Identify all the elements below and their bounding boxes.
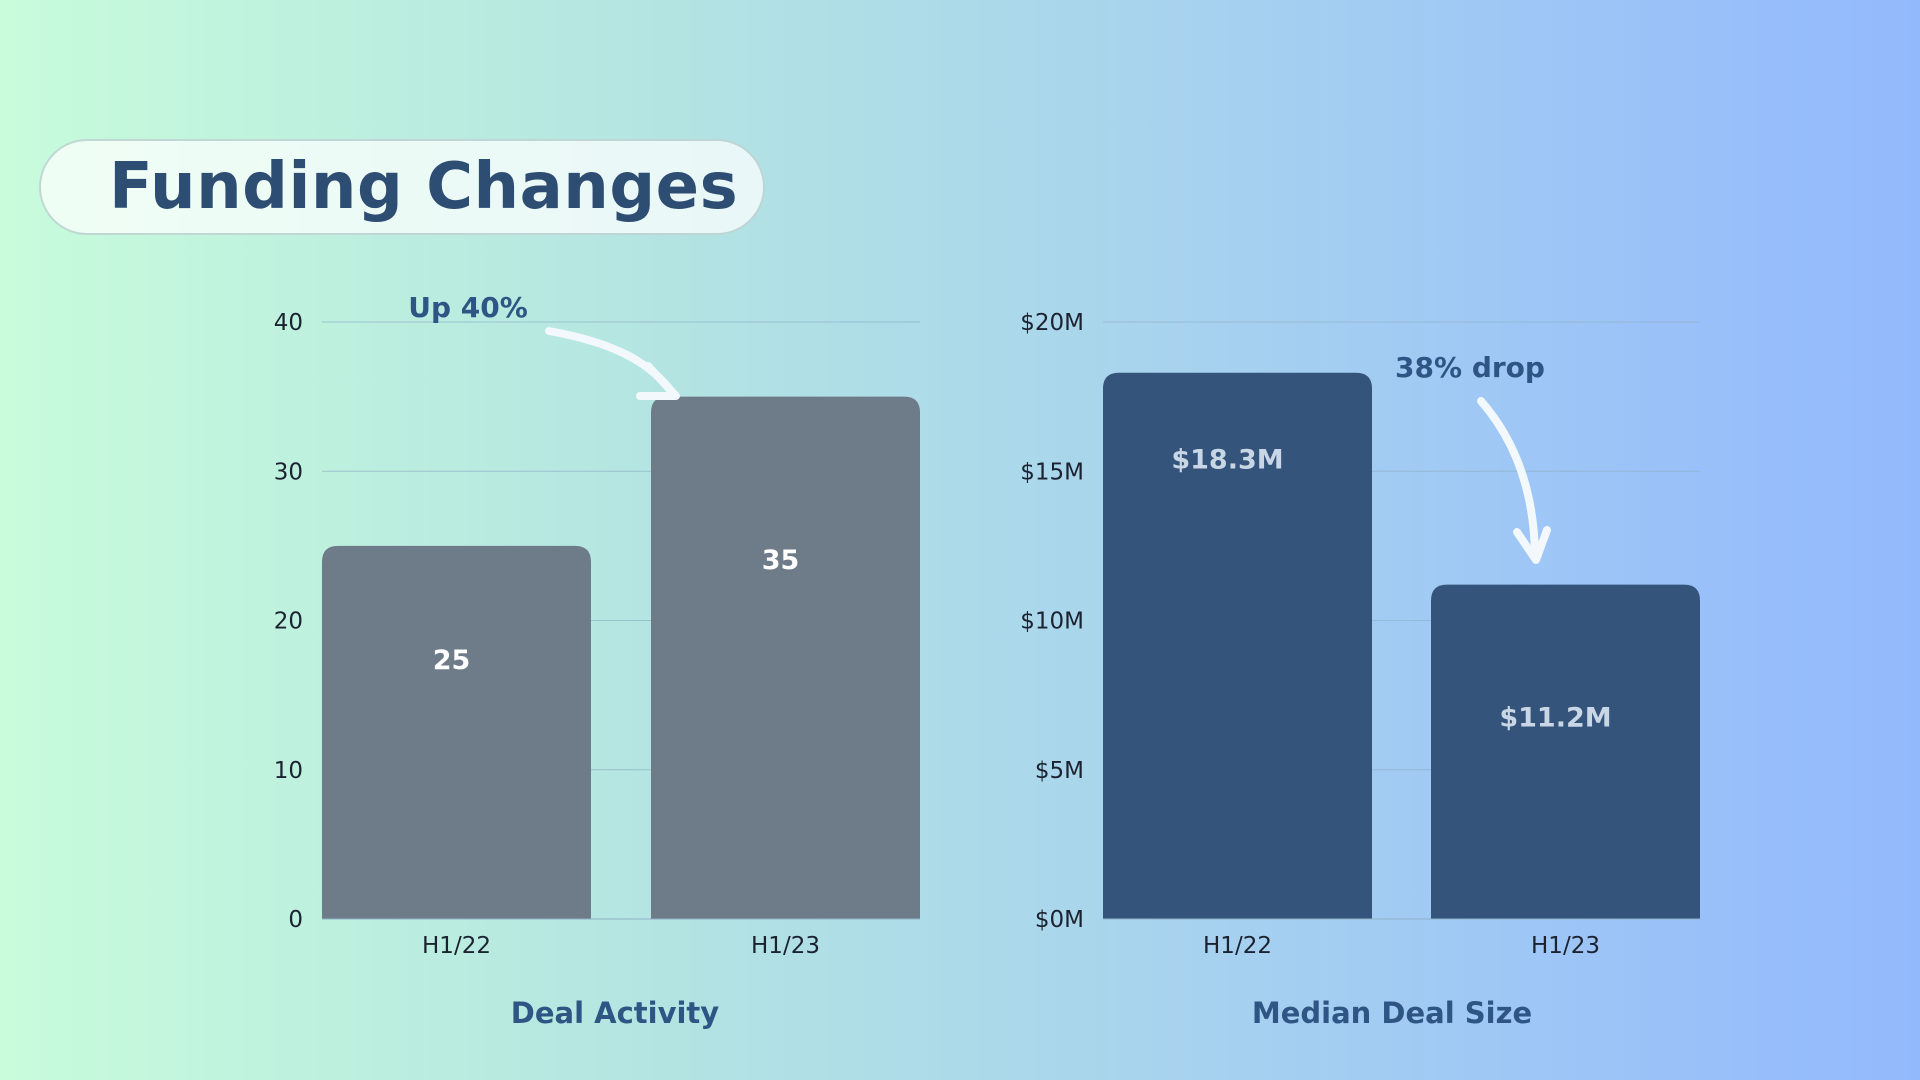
title-pill: Funding Changes (39, 139, 765, 235)
median-deal-size-annotation: 38% drop (1395, 351, 1545, 384)
deal-activity-ytick-label: 10 (274, 758, 303, 784)
arrowhead-icon (636, 362, 680, 400)
deal-activity-data-label: 25 (433, 645, 471, 676)
median-deal-size-data-label: $11.2M (1499, 703, 1611, 734)
deal-activity-ytick-label: 30 (274, 459, 303, 485)
median-deal-size-ytick-label: $20M (1020, 310, 1084, 336)
median-deal-size-ytick-label: $0M (1035, 907, 1084, 933)
deal-activity-ytick-label: 0 (288, 907, 303, 933)
median-deal-size-bar-h1-23 (1431, 584, 1700, 919)
median-deal-size-category-label: H1/22 (1203, 933, 1272, 959)
deal-activity-category-label: H1/22 (422, 933, 491, 959)
deal-activity-annotation: Up 40% (408, 291, 528, 324)
curved-arrow-icon (1477, 397, 1539, 559)
deal-activity-data-label: 35 (762, 545, 800, 576)
arrowhead-icon (1513, 526, 1551, 564)
median-deal-size-ytick-label: $5M (1035, 758, 1084, 784)
median-deal-size-bar-h1-22 (1103, 372, 1372, 919)
deal-activity-bar-h1-23 (651, 396, 920, 919)
page-title: Funding Changes (109, 150, 739, 224)
curved-arrow-icon (545, 327, 676, 396)
deal-activity-ytick-label: 20 (274, 609, 303, 635)
median-deal-size-ytick-label: $15M (1020, 459, 1084, 485)
deal-activity-bar-h1-22 (322, 545, 591, 919)
deal-activity-ytick-label: 40 (274, 310, 303, 336)
median-deal-size-ytick-label: $10M (1020, 609, 1084, 635)
median-deal-size-data-label: $18.3M (1171, 445, 1283, 476)
deal-activity-chart: 0 10 20 30 40 25 H1/22 35 H1/23 Deal Activity Up 4… (274, 291, 920, 1030)
median-deal-size-chart: $0M $5M $10M $15M $20M $18.3M H1/22 $11.2M H1/23… (1020, 310, 1700, 1030)
median-deal-size-title: Median Deal Size (1252, 996, 1532, 1030)
deal-activity-category-label: H1/23 (751, 933, 820, 959)
median-deal-size-category-label: H1/23 (1531, 933, 1600, 959)
deal-activity-title: Deal Activity (511, 996, 719, 1030)
